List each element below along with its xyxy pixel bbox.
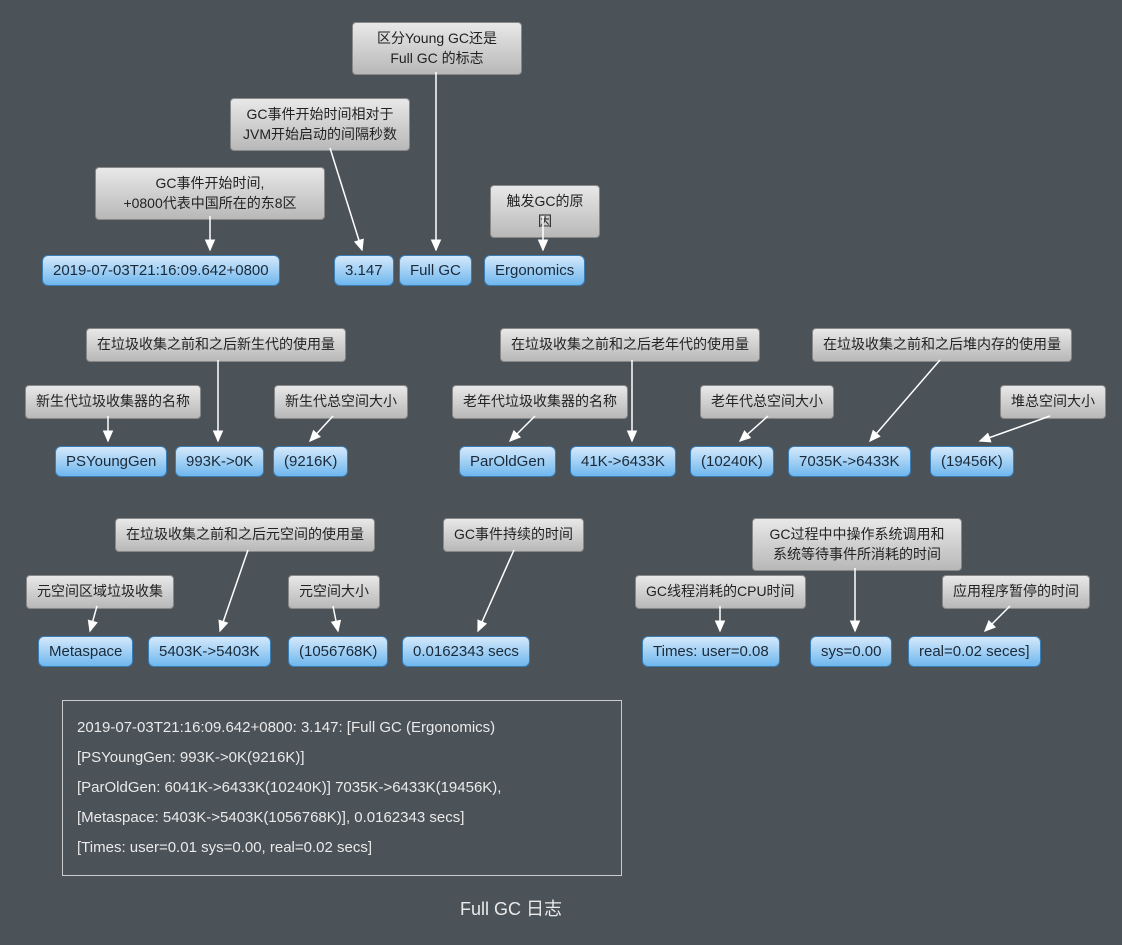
value-user: Times: user=0.08 xyxy=(642,636,780,667)
value-gctype: Full GC xyxy=(399,255,472,286)
log-output: 2019-07-03T21:16:09.642+0800: 3.147: [Fu… xyxy=(62,700,622,876)
label-mstotal: 元空间大小 xyxy=(288,575,380,609)
label-user: GC线程消耗的CPU时间 xyxy=(635,575,806,609)
label-duration: GC事件持续的时间 xyxy=(443,518,584,552)
label-gctype: 区分Young GC还是 Full GC 的标志 xyxy=(352,22,522,75)
label-ogname: 老年代垃圾收集器的名称 xyxy=(452,385,628,419)
label-offset: GC事件开始时间相对于 JVM开始启动的间隔秒数 xyxy=(230,98,410,151)
value-real: real=0.02 seces] xyxy=(908,636,1041,667)
value-duration: 0.0162343 secs xyxy=(402,636,530,667)
value-ogusage: 41K->6433K xyxy=(570,446,676,477)
label-ogusage: 在垃圾收集之前和之后老年代的使用量 xyxy=(500,328,760,362)
label-heapusage: 在垃圾收集之前和之后堆内存的使用量 xyxy=(812,328,1072,362)
value-timestamp: 2019-07-03T21:16:09.642+0800 xyxy=(42,255,280,286)
label-msname: 元空间区域垃圾收集 xyxy=(26,575,174,609)
value-ogtotal: (10240K) xyxy=(690,446,774,477)
label-heaptotal: 堆总空间大小 xyxy=(1000,385,1106,419)
value-sys: sys=0.00 xyxy=(810,636,892,667)
value-mstotal: (1056768K) xyxy=(288,636,388,667)
label-ogtotal: 老年代总空间大小 xyxy=(700,385,834,419)
value-ogname: ParOldGen xyxy=(459,446,556,477)
value-cause: Ergonomics xyxy=(484,255,585,286)
label-ygusage: 在垃圾收集之前和之后新生代的使用量 xyxy=(86,328,346,362)
value-ygusage: 993K->0K xyxy=(175,446,264,477)
page-title: Full GC 日志 xyxy=(460,895,562,921)
label-ygtotal: 新生代总空间大小 xyxy=(274,385,408,419)
label-cause: 触发GC的原因 xyxy=(490,185,600,238)
label-sys: GC过程中中操作系统调用和 系统等待事件所消耗的时间 xyxy=(752,518,962,571)
value-ygname: PSYoungGen xyxy=(55,446,167,477)
value-ygtotal: (9216K) xyxy=(273,446,348,477)
label-timestamp: GC事件开始时间, +0800代表中国所在的东8区 xyxy=(95,167,325,220)
value-msname: Metaspace xyxy=(38,636,133,667)
value-heaptotal: (19456K) xyxy=(930,446,1014,477)
label-msusage: 在垃圾收集之前和之后元空间的使用量 xyxy=(115,518,375,552)
value-msusage: 5403K->5403K xyxy=(148,636,271,667)
label-real: 应用程序暂停的时间 xyxy=(942,575,1090,609)
value-offset: 3.147 xyxy=(334,255,394,286)
value-heapusage: 7035K->6433K xyxy=(788,446,911,477)
label-ygname: 新生代垃圾收集器的名称 xyxy=(25,385,201,419)
